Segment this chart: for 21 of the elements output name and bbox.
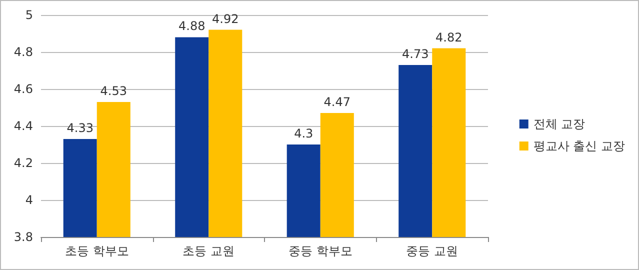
y-tick-label: 4 — [25, 193, 33, 207]
x-tick-label: 초등 교원 — [182, 244, 235, 258]
y-tick-label: 4.2 — [14, 156, 33, 170]
data-label: 4.82 — [436, 30, 462, 44]
x-tick-label: 중등 학부모 — [288, 244, 352, 258]
x-tick-label: 중등 교원 — [406, 244, 458, 258]
y-tick-label: 4.6 — [14, 82, 33, 96]
data-label: 4.3 — [294, 126, 314, 140]
y-tick-label: 5 — [25, 8, 33, 22]
data-label: 4.73 — [402, 46, 429, 61]
x-tick-label: 초등 학부모 — [64, 244, 129, 258]
y-tick-label: 3.8 — [14, 230, 33, 244]
data-label: 4.53 — [100, 84, 127, 98]
y-tick-label: 4.4 — [14, 119, 33, 133]
data-label: 4.33 — [66, 120, 94, 135]
legend-label: 전체 교장 — [533, 117, 586, 131]
legend-label: 평교사 출신 교장 — [533, 139, 626, 153]
data-label: 4.47 — [324, 95, 350, 110]
data-label: 4.88 — [178, 19, 206, 34]
y-tick-label: 4.8 — [14, 45, 33, 59]
data-label: 4.92 — [212, 12, 239, 26]
